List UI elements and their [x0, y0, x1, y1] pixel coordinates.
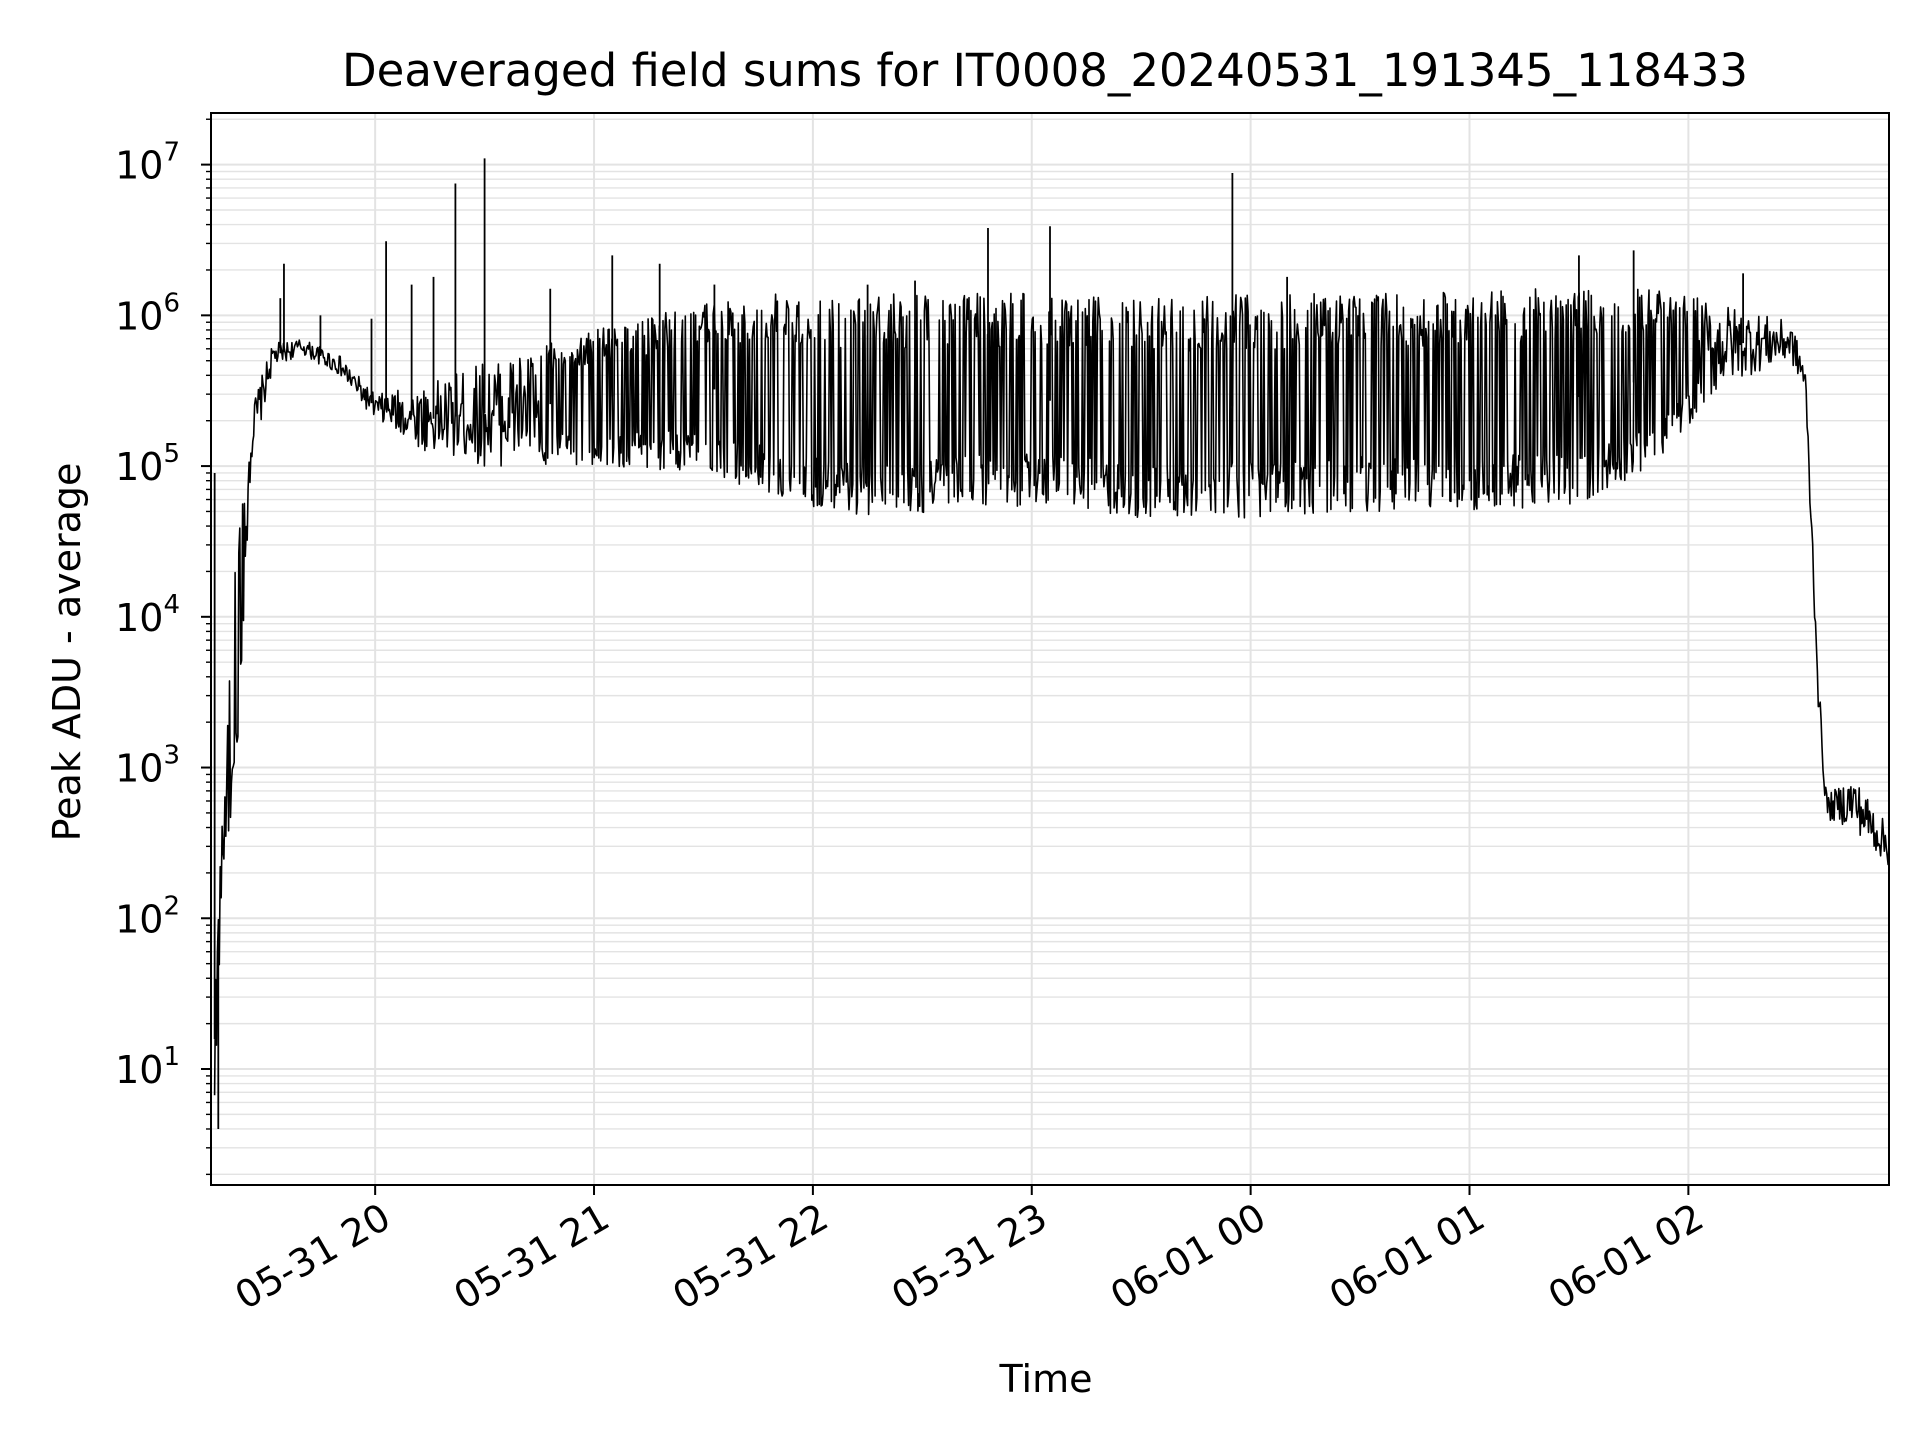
y-tick-label: 103 — [115, 741, 180, 791]
x-axis-label: Time — [999, 1357, 1093, 1401]
y-tick-label: 106 — [115, 288, 180, 338]
chart-title: Deaveraged field sums for IT0008_2024053… — [342, 44, 1748, 97]
plot-frame — [210, 112, 1890, 1186]
y-tick-label: 102 — [115, 891, 180, 941]
y-axis-label: Peak ADU - average — [45, 463, 89, 842]
data-layer — [213, 158, 1890, 1129]
y-tick-label: 105 — [115, 439, 180, 489]
series-line — [213, 288, 1890, 1096]
y-tick-label: 101 — [115, 1042, 180, 1092]
y-tick-label: 107 — [115, 138, 180, 188]
y-tick-label: 104 — [115, 590, 180, 640]
